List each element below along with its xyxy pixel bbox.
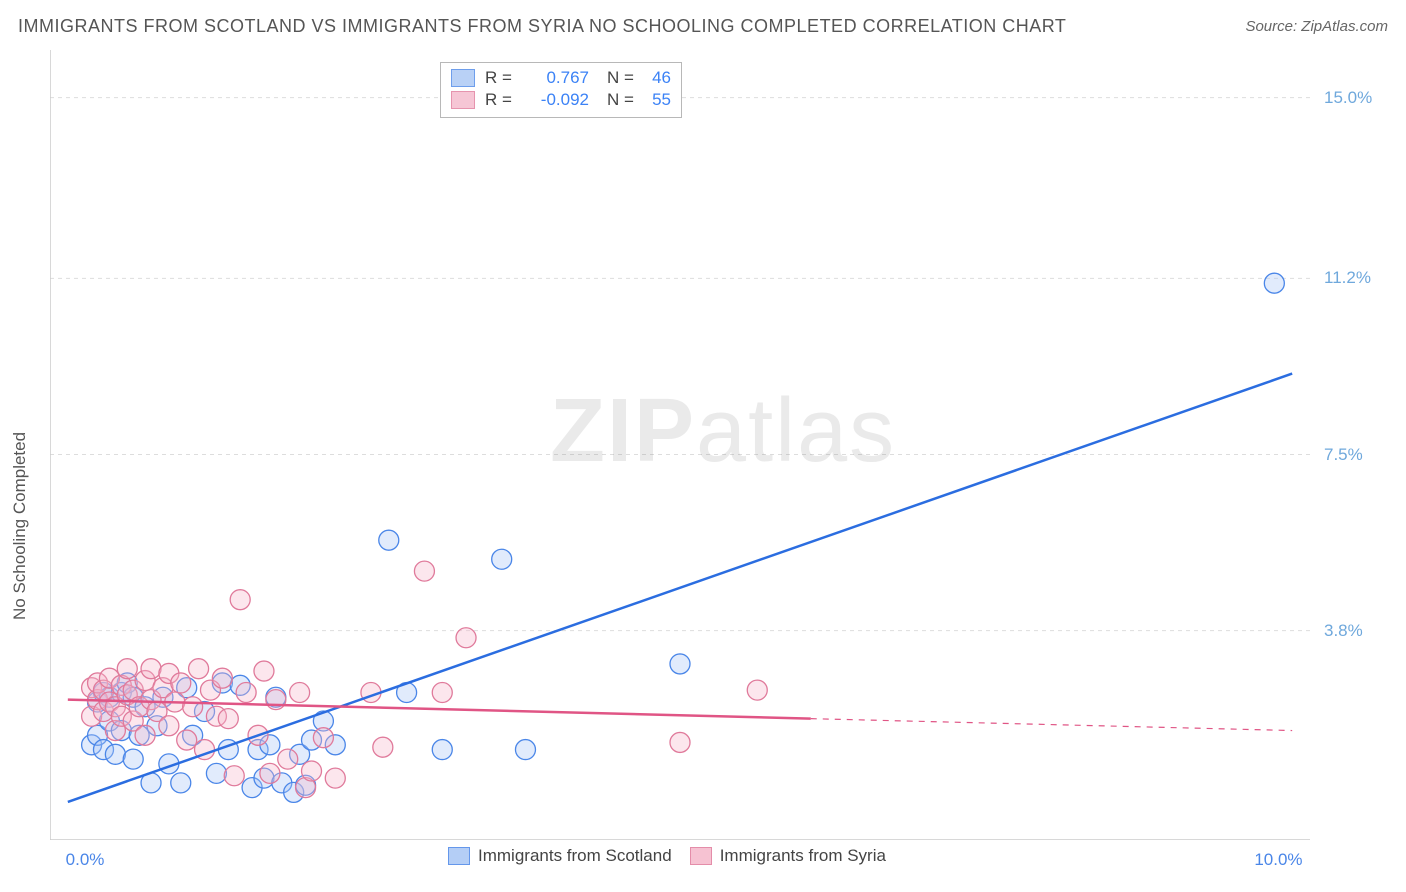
legend-swatch <box>448 847 470 865</box>
x-tick: 0.0% <box>66 850 105 870</box>
y-tick: 11.2% <box>1324 268 1371 288</box>
series-legend: Immigrants from Scotland Immigrants from … <box>430 846 886 866</box>
source-label: Source: ZipAtlas.com <box>1245 18 1388 35</box>
legend-row: R = -0.092N = 55 <box>451 89 671 111</box>
scatter-svg <box>50 50 1310 840</box>
y-tick: 15.0% <box>1324 88 1372 108</box>
x-tick: 10.0% <box>1254 850 1302 870</box>
y-tick: 7.5% <box>1324 445 1363 465</box>
legend-swatch <box>690 847 712 865</box>
legend-label: Immigrants from Scotland <box>478 846 672 866</box>
chart-title: IMMIGRANTS FROM SCOTLAND VS IMMIGRANTS F… <box>18 16 1066 37</box>
legend-label: Immigrants from Syria <box>720 846 886 866</box>
plot-area <box>50 50 1310 840</box>
legend-row: R = 0.767N = 46 <box>451 67 671 89</box>
y-axis-label: No Schooling Completed <box>10 432 30 620</box>
y-tick: 3.8% <box>1324 621 1363 641</box>
correlation-legend: R = 0.767N = 46R = -0.092N = 55 <box>440 62 682 118</box>
